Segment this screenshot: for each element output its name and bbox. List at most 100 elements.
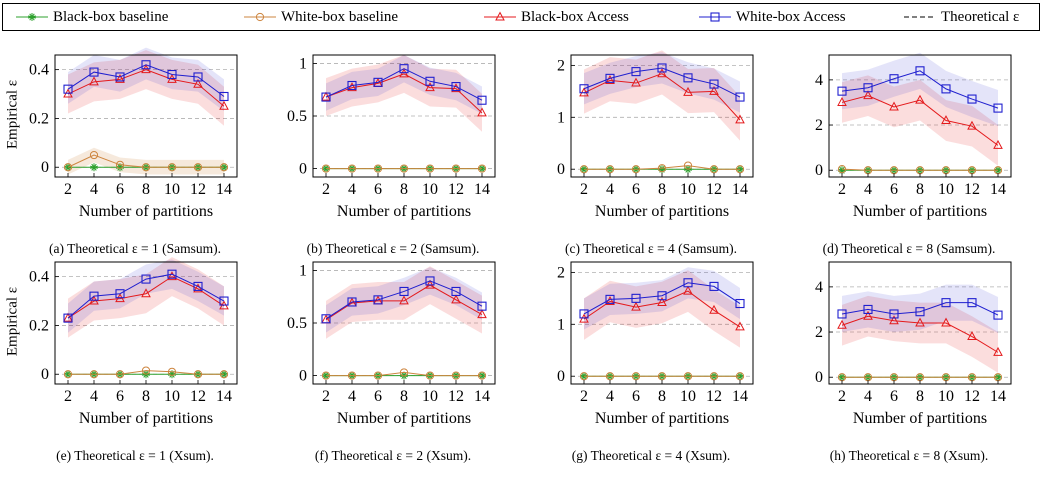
point-white-box-baseline: [167, 367, 177, 376]
series-line-black-box-access: [841, 315, 999, 353]
x-tick-label: 2: [64, 388, 72, 405]
y-tick-label: 2: [557, 57, 565, 74]
series-line-white-box-baseline: [326, 371, 482, 377]
series-line-white-box-baseline: [68, 370, 224, 375]
band-black-box-access: [842, 295, 998, 373]
x-tick-label: 2: [838, 181, 846, 198]
x-tick-label: 10: [422, 388, 438, 405]
point-white-box-baseline: [993, 166, 1003, 175]
point-white-box-access: [399, 64, 409, 74]
x-tick-label: 6: [632, 181, 640, 198]
point-white-box-access: [219, 91, 229, 102]
legend-label: White-box Access: [736, 8, 846, 25]
point-black-box-baseline: [426, 371, 434, 380]
legend-item-white-box-access: White-box Access: [698, 4, 846, 30]
legend-item-black-box-baseline: Black-box baseline: [15, 4, 168, 30]
point-white-box-access: [837, 86, 847, 96]
point-black-box-baseline: [142, 370, 150, 379]
point-white-box-access: [193, 72, 203, 82]
point-white-box-access: [993, 310, 1003, 320]
y-tick-label: 0: [815, 369, 823, 386]
y-tick-label: 0.4: [29, 62, 49, 79]
x-axis-label: Number of partitions: [336, 203, 472, 220]
x-tick-label: 10: [164, 181, 180, 198]
y-tick-label: 0: [557, 161, 565, 178]
point-white-box-baseline: [915, 166, 925, 175]
point-black-box-baseline: [478, 164, 486, 173]
point-black-box-baseline: [374, 371, 382, 380]
point-white-box-access: [321, 92, 331, 102]
y-tick-label: 2: [815, 117, 823, 134]
point-white-box-baseline: [889, 166, 899, 175]
point-black-box-baseline: [426, 164, 434, 173]
point-white-box-baseline: [863, 373, 873, 382]
band-black-box-access: [68, 50, 224, 126]
point-black-box-access: [941, 317, 951, 327]
point-white-box-access: [115, 289, 125, 299]
point-white-box-baseline: [657, 164, 667, 173]
x-axis-label: Number of partitions: [78, 410, 214, 427]
point-black-box-baseline: [220, 163, 228, 172]
subfigure-caption: (h) Theoretical ε = 8 (Xsum).: [829, 448, 989, 463]
x-tick-label: 8: [658, 181, 666, 198]
point-black-box-access: [631, 77, 641, 87]
point-white-box-baseline: [347, 371, 357, 380]
axes-frame: [570, 54, 754, 178]
point-white-box-baseline: [89, 150, 99, 160]
point-white-box-access: [631, 293, 641, 303]
point-white-box-baseline: [837, 164, 847, 174]
point-white-box-baseline: [347, 164, 357, 173]
point-black-box-access: [837, 96, 847, 106]
x-tick-label: 4: [606, 181, 614, 198]
band-white-box-access: [584, 52, 740, 113]
series-line-white-box-access: [583, 67, 741, 98]
point-black-box-access: [219, 300, 229, 310]
point-black-box-access: [141, 288, 151, 298]
x-tick-label: 10: [680, 181, 696, 198]
point-black-box-access: [63, 88, 73, 98]
point-white-box-access: [451, 82, 461, 92]
point-white-box-baseline: [477, 164, 487, 173]
point-white-box-access: [477, 95, 487, 105]
band-black-box-access: [842, 75, 998, 166]
x-tick-label: 12: [190, 388, 206, 405]
x-tick-label: 2: [580, 388, 588, 405]
point-black-box-access: [863, 310, 873, 320]
point-black-box-baseline: [168, 370, 176, 379]
point-black-box-baseline: [838, 373, 846, 382]
point-black-box-baseline: [348, 371, 356, 380]
point-white-box-baseline: [141, 163, 151, 172]
point-black-box-baseline: [90, 370, 98, 379]
legend-item-theoretical: Theoretical ε: [903, 4, 1019, 30]
band-black-box-access: [584, 270, 740, 348]
point-black-box-baseline: [194, 370, 202, 379]
point-black-box-access: [115, 73, 125, 83]
point-white-box-baseline: [425, 164, 435, 173]
point-black-box-access: [605, 74, 615, 84]
point-black-box-access: [399, 68, 409, 78]
point-white-box-baseline: [321, 371, 331, 380]
point-white-box-baseline: [115, 370, 125, 379]
point-black-box-baseline: [684, 372, 692, 381]
legend-swatch-black-box-access: [484, 11, 516, 21]
point-black-box-baseline: [348, 164, 356, 173]
point-black-box-access: [193, 283, 203, 293]
point-black-box-access: [347, 82, 357, 92]
point-black-box-baseline: [452, 371, 460, 380]
x-tick-label: 4: [864, 388, 872, 405]
x-axis-label: Number of partitions: [852, 203, 988, 220]
point-white-box-access: [993, 103, 1003, 113]
point-black-box-baseline: [658, 372, 666, 381]
point-white-box-baseline: [683, 161, 693, 170]
point-black-box-access: [373, 295, 383, 305]
point-black-box-access: [63, 312, 73, 322]
x-tick-label: 10: [680, 388, 696, 405]
point-white-box-baseline: [193, 163, 203, 172]
series-line-white-box-baseline: [584, 165, 740, 170]
point-white-box-access: [941, 298, 951, 308]
point-white-box-access: [863, 304, 873, 314]
x-tick-label: 14: [990, 388, 1006, 405]
x-tick-label: 12: [448, 388, 464, 405]
point-white-box-baseline: [967, 166, 977, 175]
x-tick-label: 10: [938, 388, 954, 405]
